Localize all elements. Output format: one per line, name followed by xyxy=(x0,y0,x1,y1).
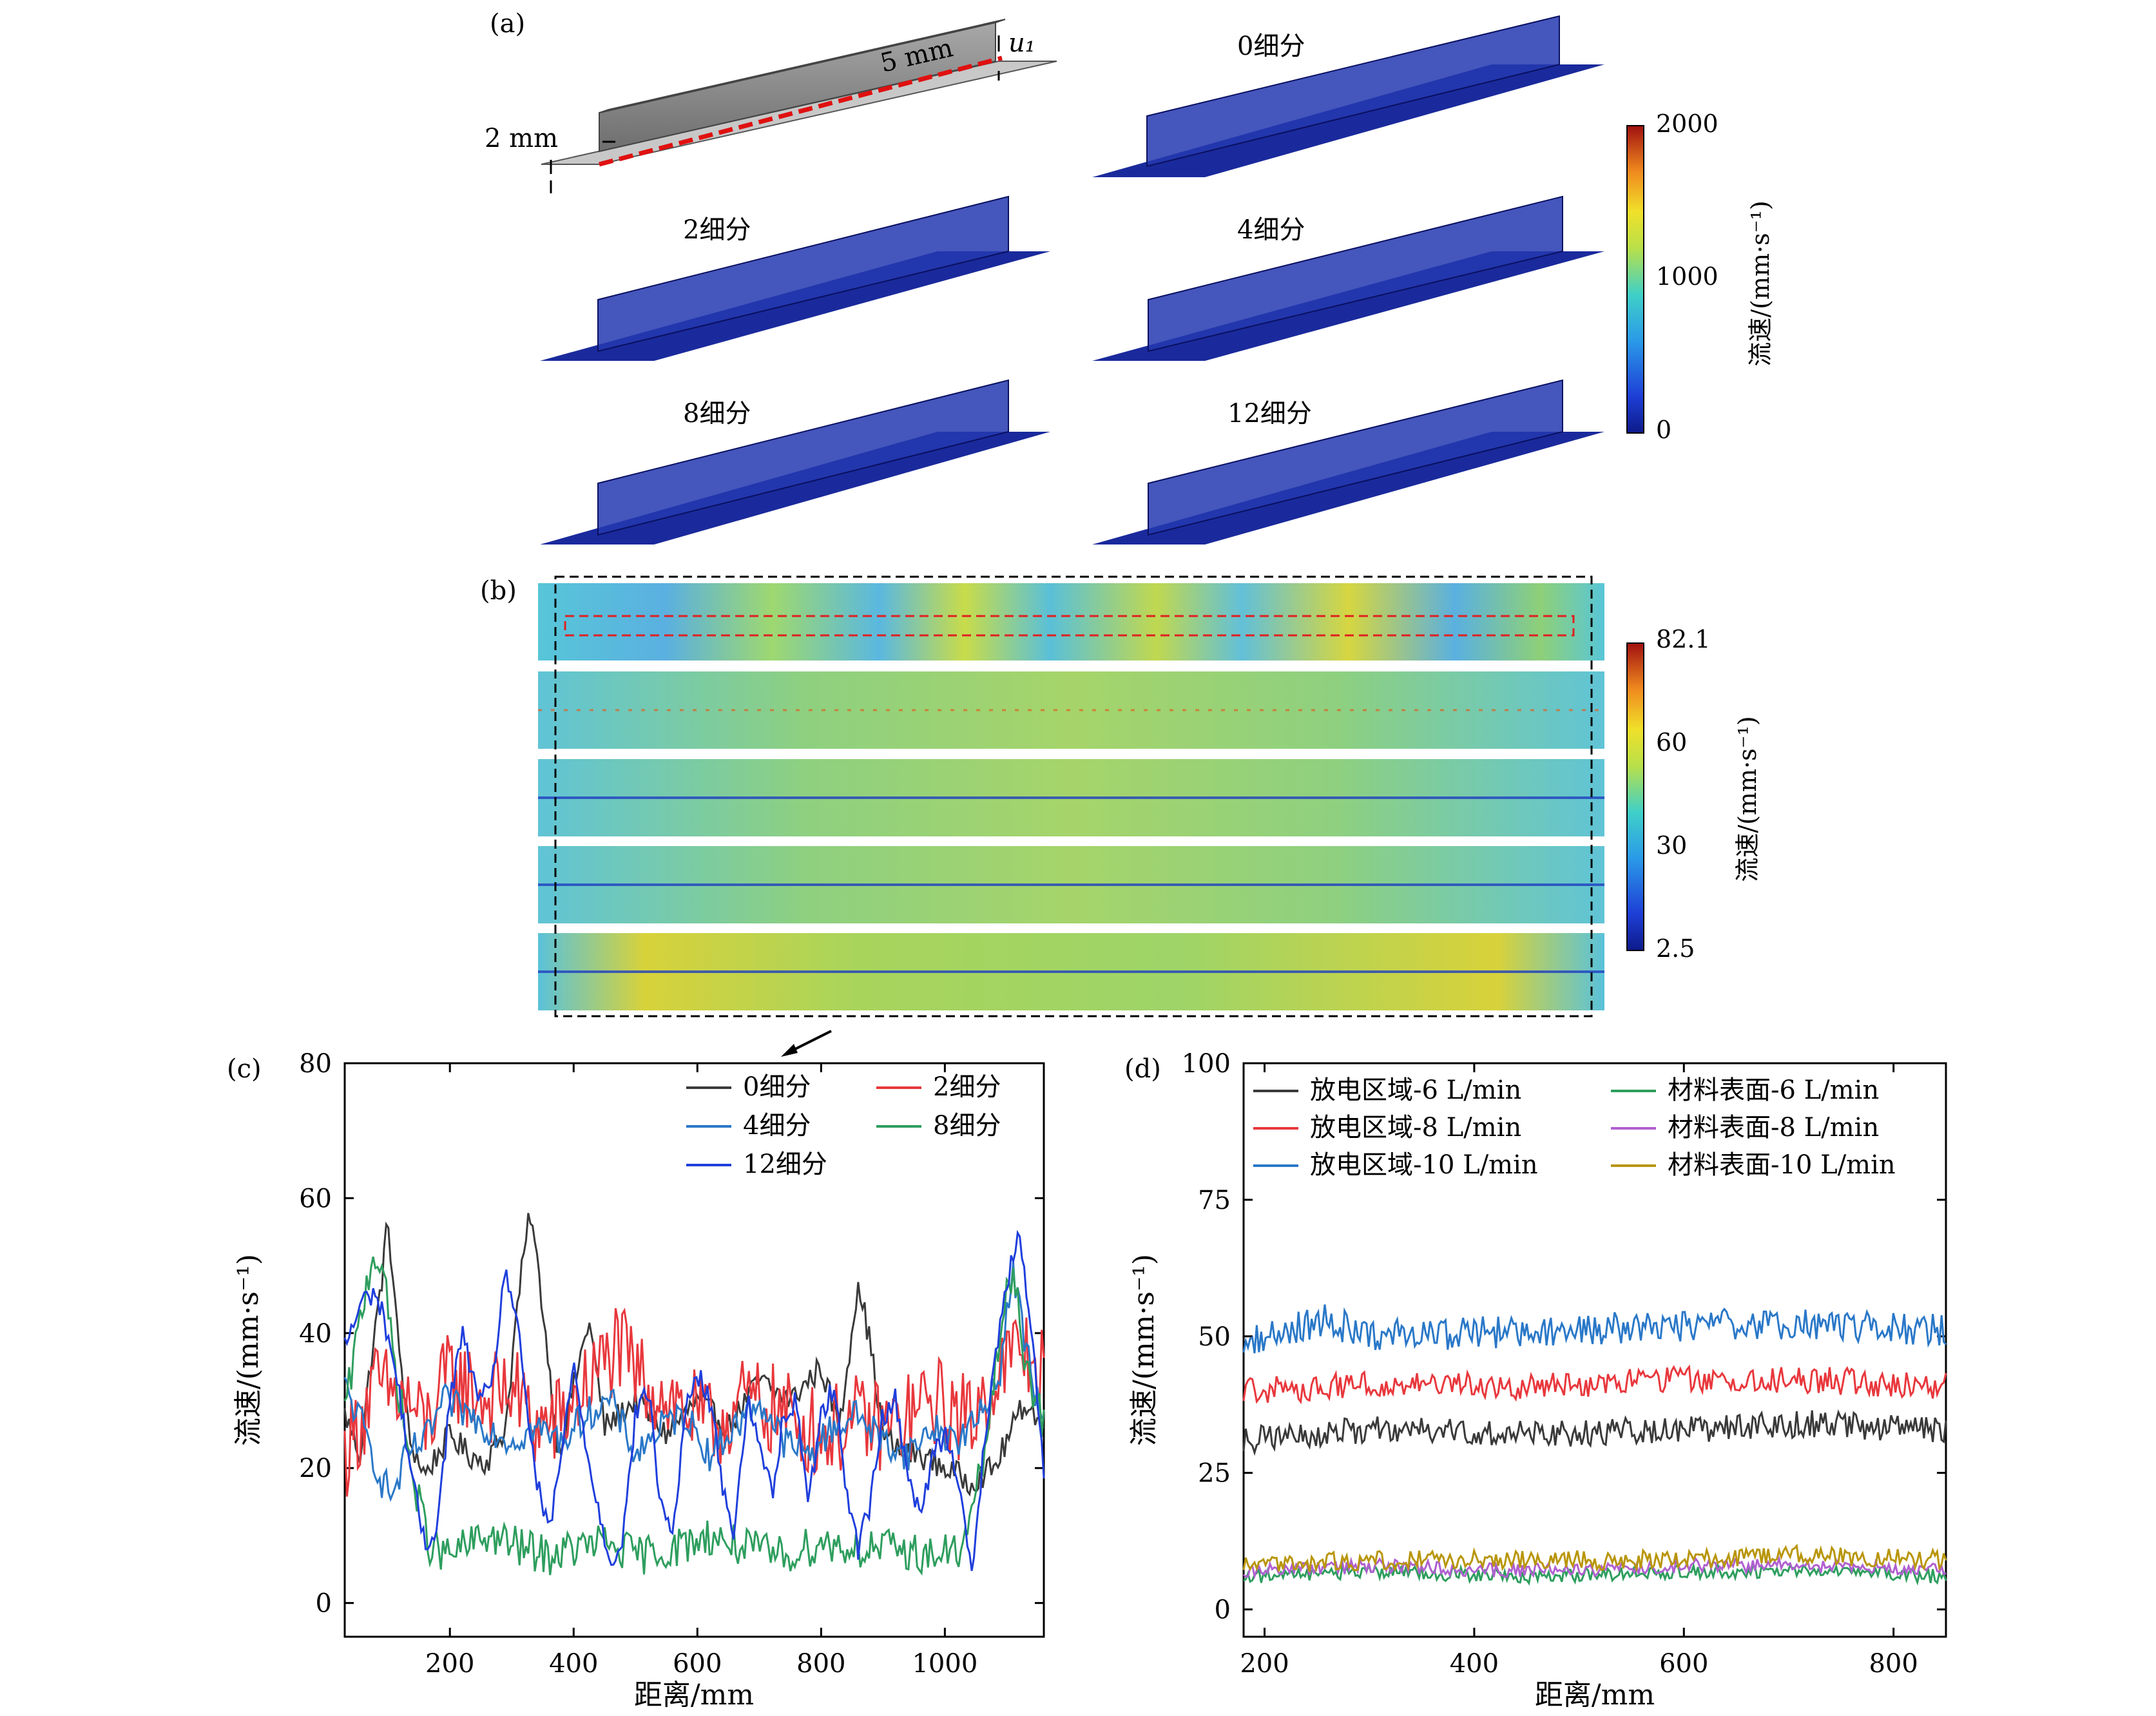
colorbar-a-label: 流速/(mm·s⁻¹) xyxy=(1746,200,1775,366)
chart-d-series-4 xyxy=(1242,1555,1947,1580)
chart-d-legend: 放电区域-6 L/min 放电区域-8 L/min 放电区域-10 L/min 材料表… xyxy=(1253,1075,1896,1180)
chart-d-ytick-label: 75 xyxy=(1198,1186,1231,1215)
plot-title-8: 8细分 xyxy=(683,399,751,429)
colorbar-a-tick-mid: 1000 xyxy=(1656,262,1718,291)
streamline-plot-8 xyxy=(540,379,1050,545)
chart-c-xtick-label: 800 xyxy=(796,1649,845,1679)
field-strip-2 xyxy=(538,671,1604,749)
colorbar-a xyxy=(1626,125,1644,434)
chart-d-ytick-label: 0 xyxy=(1215,1595,1231,1625)
chart-d-legend-label: 材料表面-8 L/min xyxy=(1668,1113,1879,1142)
chart-d-axis-ticks: 200 400 600 800 0 25 50 75 100 xyxy=(1182,1049,1946,1679)
chart-c-ytick-label: 60 xyxy=(299,1184,332,1213)
chart-d-ytick-label: 100 xyxy=(1182,1049,1231,1079)
chart-c-series-4 xyxy=(343,1229,1045,1571)
panel-d-label: (d) xyxy=(1124,1054,1161,1084)
chart-d-series-5 xyxy=(1242,1543,1947,1573)
chart-d-ytick-label: 50 xyxy=(1198,1322,1231,1352)
panel-c: (c) 200 400 600 800 1000 0 20 40 60 80 0细分 2细分 4细分 8… xyxy=(227,1049,1045,1711)
colorbar-a-tick-max: 2000 xyxy=(1656,110,1718,138)
u1-label: u₁ xyxy=(1008,28,1035,58)
chart-c-ylabel: 流速/(mm·s⁻¹) xyxy=(232,1254,265,1446)
chart-c-legend: 0细分 2细分 4细分 8细分 12细分 xyxy=(686,1072,1001,1179)
chart-c-ytick-label: 80 xyxy=(299,1049,332,1079)
chart-d-xtick-label: 600 xyxy=(1659,1649,1708,1679)
chart-c-legend-label: 8细分 xyxy=(933,1111,1001,1141)
chart-d-series xyxy=(1242,1304,1947,1586)
panel-b: (b) 82.1 60 30 2.5 流速/(mm·s⁻¹) xyxy=(480,575,1762,1057)
panel-a: (a) 2 mm 5 mm u₁ 0细分 2 xyxy=(485,9,1775,545)
chart-d-xtick-label: 200 xyxy=(1240,1649,1289,1679)
chart-c-xtick-label: 600 xyxy=(673,1649,722,1679)
chart-c-series-3 xyxy=(343,1257,1045,1576)
chart-c-legend-label: 2细分 xyxy=(933,1072,1001,1102)
plot-title-0: 0细分 xyxy=(1237,32,1305,61)
black-dashed-region xyxy=(554,575,1593,1017)
streamline-plot-12 xyxy=(1092,379,1604,545)
chart-d-xlabel: 距离/mm xyxy=(1535,1679,1655,1711)
red-dashed-region xyxy=(564,615,1575,637)
chart-d-legend-label: 放电区域-10 L/min xyxy=(1310,1150,1538,1180)
chart-c-legend-label: 12细分 xyxy=(743,1150,827,1179)
streamline-plot-0 xyxy=(1092,15,1604,177)
colorbar-a-tick-min: 0 xyxy=(1656,416,1671,444)
plot-title-2: 2细分 xyxy=(683,215,751,245)
colorbar-b xyxy=(1626,642,1644,951)
chart-d-legend-label: 材料表面-6 L/min xyxy=(1668,1075,1879,1105)
chart-c-series-2 xyxy=(343,1262,1044,1502)
chart-c-legend-label: 4细分 xyxy=(743,1111,811,1141)
chart-d-series-0 xyxy=(1242,1409,1947,1456)
panel-a-label: (a) xyxy=(490,9,525,39)
plot-title-12: 12细分 xyxy=(1227,399,1312,429)
chart-c-legend-label: 0细分 xyxy=(743,1072,811,1102)
field-strip-1 xyxy=(538,583,1604,660)
colorbar-b-tick-min: 2.5 xyxy=(1656,934,1695,963)
chart-c-ytick-label: 20 xyxy=(299,1454,332,1483)
colorbar-b-label: 流速/(mm·s⁻¹) xyxy=(1733,716,1762,882)
chart-d-ylabel: 流速/(mm·s⁻¹) xyxy=(1128,1254,1160,1446)
panel-c-label: (c) xyxy=(227,1054,262,1084)
dimension-marks xyxy=(550,35,1000,193)
chart-c-axis-ticks: 200 400 600 800 1000 0 20 40 60 80 xyxy=(299,1049,1044,1679)
streamline-plot-2 xyxy=(540,195,1050,361)
chart-c-xtick-label: 200 xyxy=(425,1649,474,1679)
chart-c-series-1 xyxy=(343,1307,1045,1497)
chart-c-xtick-label: 400 xyxy=(549,1649,598,1679)
chart-d-legend-label: 放电区域-6 L/min xyxy=(1310,1075,1521,1105)
chart-c-ytick-label: 0 xyxy=(316,1589,332,1619)
chart-d-xtick-label: 800 xyxy=(1869,1649,1918,1679)
chart-d-legend-label: 材料表面-10 L/min xyxy=(1668,1150,1896,1180)
plot-title-4: 4细分 xyxy=(1237,215,1305,245)
dim-2mm-label: 2 mm xyxy=(485,124,558,153)
chart-d-xtick-label: 400 xyxy=(1450,1649,1499,1679)
chart-c-xtick-label: 1000 xyxy=(912,1649,977,1679)
streamline-plot-4 xyxy=(1092,195,1604,361)
rail-schematic xyxy=(541,19,1057,167)
chart-c-ytick-label: 40 xyxy=(299,1319,332,1349)
chart-d-series-1 xyxy=(1242,1364,1947,1405)
colorbar-b-tick-30: 30 xyxy=(1656,831,1687,860)
chart-d-series-2 xyxy=(1242,1304,1947,1354)
chart-c-series xyxy=(343,1213,1045,1576)
chart-c-series-0 xyxy=(343,1213,1044,1497)
panel-b-label: (b) xyxy=(480,576,517,606)
chart-d-ytick-label: 25 xyxy=(1198,1459,1231,1489)
chart-c-xlabel: 距离/mm xyxy=(634,1679,754,1711)
chart-d-legend-label: 放电区域-8 L/min xyxy=(1310,1113,1521,1142)
colorbar-b-tick-max: 82.1 xyxy=(1656,625,1711,653)
colorbar-b-tick-60: 60 xyxy=(1656,728,1687,757)
